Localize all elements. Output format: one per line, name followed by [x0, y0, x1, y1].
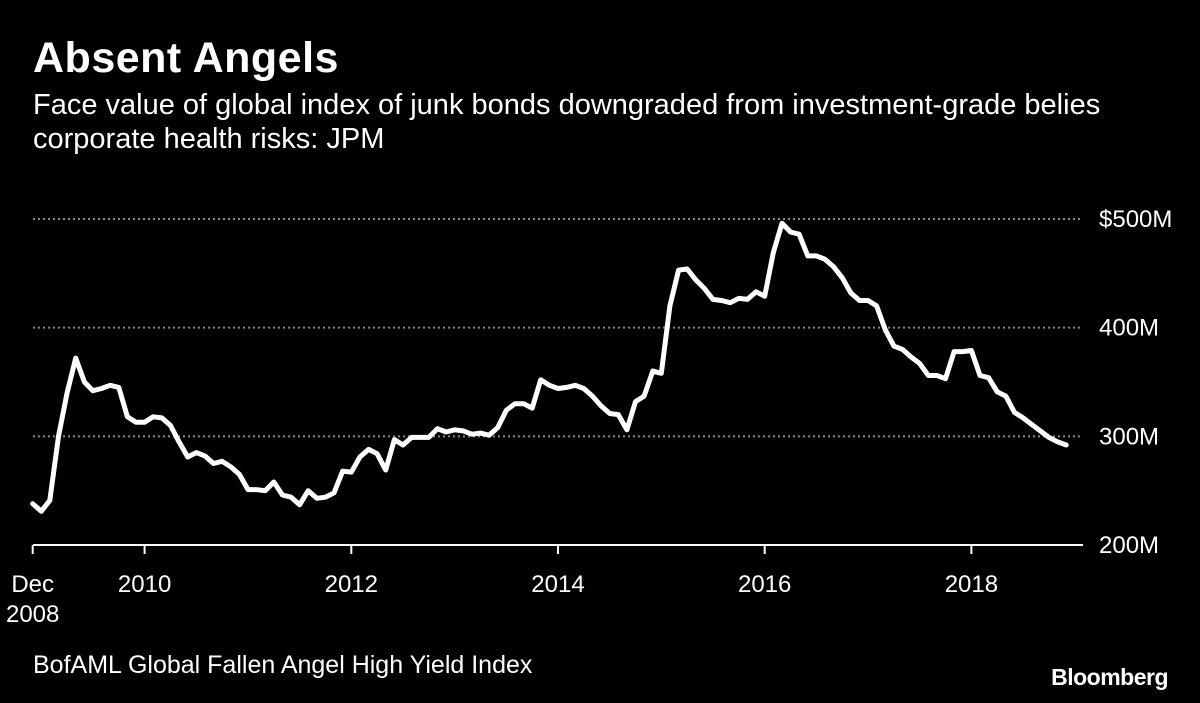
x-tick-label: 2014 — [531, 571, 584, 598]
chart-title: Absent Angels — [33, 34, 339, 82]
x-tick-label: 2012 — [325, 571, 378, 598]
x-tick-label: Dec — [11, 571, 54, 598]
x-tick-label: 2018 — [945, 571, 998, 598]
bloomberg-logo: Bloomberg — [1051, 664, 1168, 690]
y-tick-label-500: $500M — [1099, 206, 1172, 233]
x-tick-label: 2016 — [738, 571, 791, 598]
x-tick-label: 2008 — [6, 601, 59, 628]
y-tick-label-200: 200M — [1099, 532, 1159, 559]
y-tick-label-400: 400M — [1099, 315, 1159, 342]
chart-subtitle: Face value of global index of junk bonds… — [33, 89, 1101, 155]
x-tick-label: 2010 — [118, 571, 171, 598]
y-tick-label-300: 300M — [1099, 423, 1159, 450]
chart-source: BofAML Global Fallen Angel High Yield In… — [33, 651, 533, 679]
series-line — [30, 220, 1069, 514]
